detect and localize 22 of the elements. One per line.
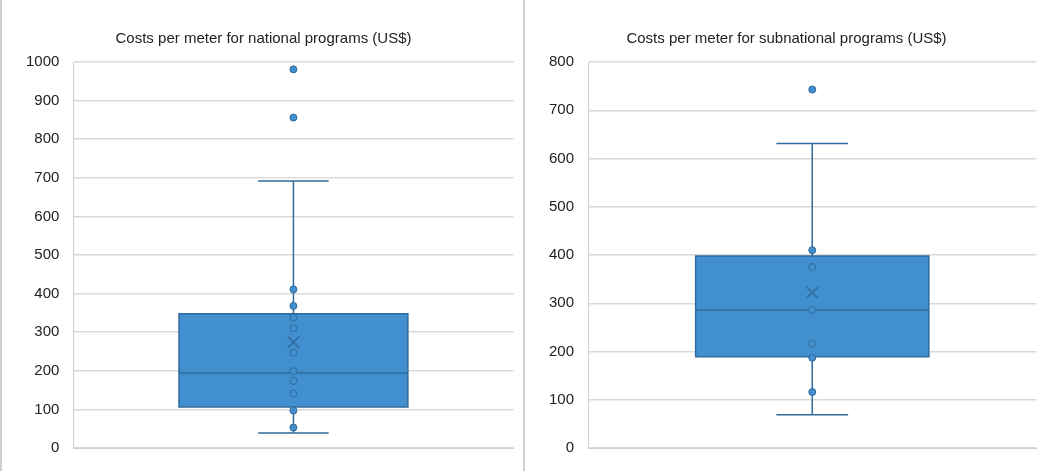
y-tick-label: 100 xyxy=(34,399,60,417)
y-tick-label: 300 xyxy=(549,293,575,311)
y-tick-label: 0 xyxy=(51,438,60,456)
y-tick-label: 200 xyxy=(549,341,575,359)
y-tick-label: 400 xyxy=(549,245,575,263)
y-tick-label: 400 xyxy=(34,283,60,301)
y-tick-label: 700 xyxy=(549,100,575,118)
y-tick-label: 500 xyxy=(34,245,60,263)
y-tick-label: 0 xyxy=(565,438,575,456)
y-tick-label: 800 xyxy=(549,52,575,70)
y-tick-label: 800 xyxy=(34,129,60,147)
y-tick-label: 600 xyxy=(549,148,575,166)
y-tick-label: 100 xyxy=(549,389,575,407)
y-tick-label: 1000 xyxy=(25,52,60,70)
chart-title: Costs per meter for national programs (US$) xyxy=(115,29,412,47)
chart-title: Costs per meter for subnational programs (US$) xyxy=(626,29,947,47)
y-tick-label: 700 xyxy=(34,167,60,185)
y-tick-label: 200 xyxy=(34,360,60,378)
y-tick-label: 500 xyxy=(549,196,575,214)
y-tick-label: 900 xyxy=(34,90,60,108)
y-tick-label: 300 xyxy=(34,322,60,340)
y-tick-label: 600 xyxy=(34,206,60,224)
